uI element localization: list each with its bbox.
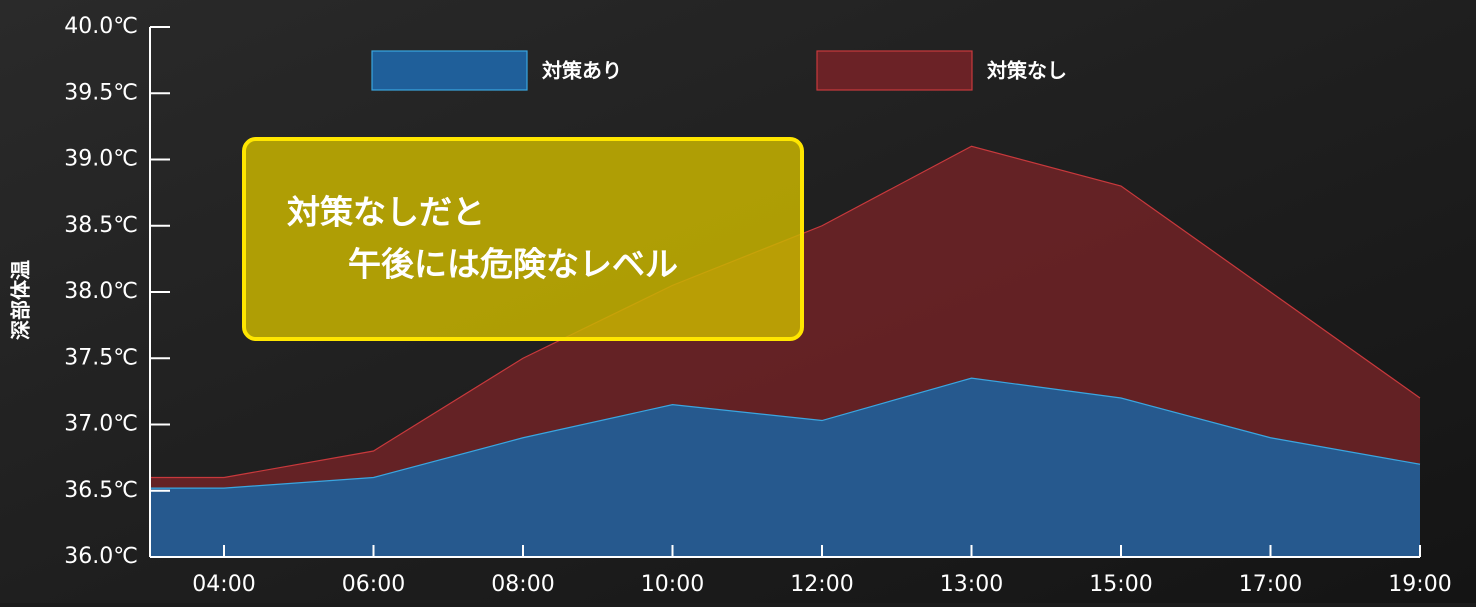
x-tick-label: 10:00 xyxy=(641,572,704,597)
y-tick-label: 37.5℃ xyxy=(64,345,138,370)
y-tick-label: 39.5℃ xyxy=(64,80,138,105)
x-tick-label: 15:00 xyxy=(1089,572,1152,597)
y-tick-label: 36.0℃ xyxy=(64,544,138,569)
annotation-box xyxy=(242,137,804,341)
x-tick-label: 08:00 xyxy=(491,572,554,597)
legend-label: 対策なし xyxy=(986,59,1067,83)
x-tick-label: 12:00 xyxy=(790,572,853,597)
y-tick-label: 40.0℃ xyxy=(64,14,138,39)
area-lead xyxy=(150,488,224,557)
area-edge xyxy=(223,145,1421,479)
x-tick-label: 19:00 xyxy=(1388,572,1451,597)
legend-label: 対策あり xyxy=(541,59,622,83)
legend-swatch xyxy=(816,50,973,91)
area xyxy=(224,378,1420,557)
y-tick-label: 38.5℃ xyxy=(64,213,138,238)
y-axis-label: 深部体温 xyxy=(9,260,33,340)
x-tick-label: 13:00 xyxy=(940,572,1003,597)
x-tick-label: 04:00 xyxy=(192,572,255,597)
x-tick-label: 17:00 xyxy=(1239,572,1302,597)
legend-swatch xyxy=(371,50,528,91)
y-tick-label: 39.0℃ xyxy=(64,147,138,172)
annotation-text: 午後には危険なレベル xyxy=(348,245,678,284)
y-tick-label: 36.5℃ xyxy=(64,478,138,503)
area-edge xyxy=(223,377,1421,489)
y-tick-label: 37.0℃ xyxy=(64,412,138,437)
y-tick-label: 38.0℃ xyxy=(64,279,138,304)
annotation-text: 対策なしだと xyxy=(287,193,485,232)
x-tick-label: 06:00 xyxy=(342,572,405,597)
